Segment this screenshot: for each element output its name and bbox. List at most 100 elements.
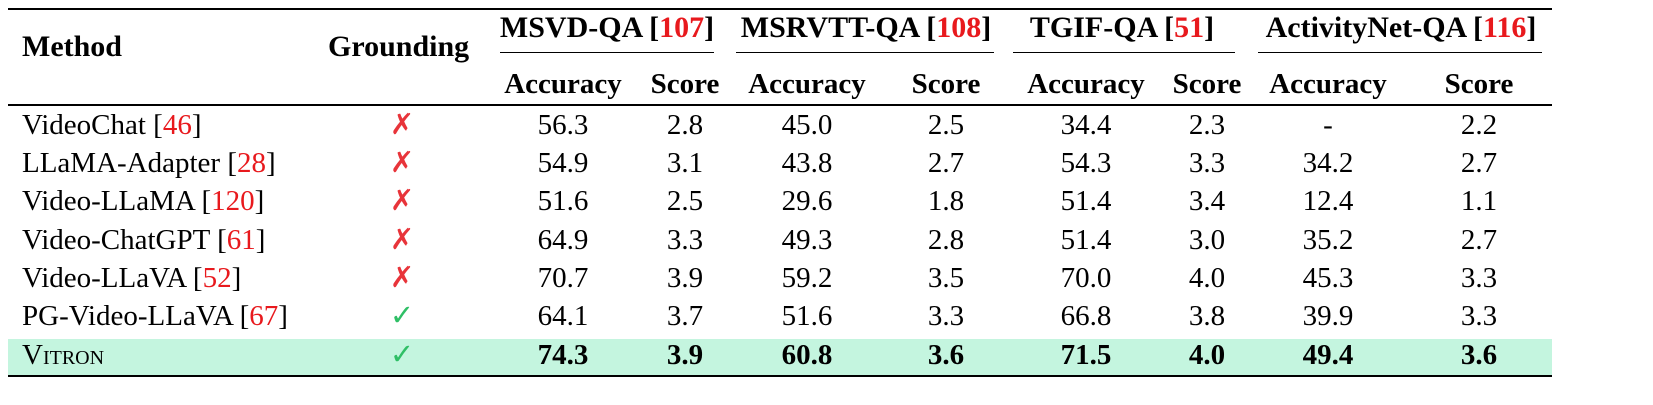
value-cell: 4.0: [1188, 262, 1226, 294]
method-label: Video-ChatGPT: [22, 224, 210, 256]
grounding-check-icon: ✓: [389, 300, 415, 332]
value-cell: 2.2: [1460, 109, 1498, 141]
value-cell: 70.7: [537, 262, 589, 294]
group-name: ActivityNet-QA: [1265, 11, 1466, 44]
value-cell: 3.8: [1188, 300, 1226, 332]
group-name: MSVD-QA: [499, 11, 642, 44]
value-cell: 70.0: [1060, 262, 1112, 294]
citation-ref[interactable]: 107: [659, 11, 705, 44]
value-cell-best: 49.4: [1302, 339, 1354, 371]
value-cell-best: 3.6: [927, 339, 965, 371]
bottom-rule: [8, 375, 1552, 377]
subheader-tgif-score: Score: [1172, 68, 1242, 100]
citation-ref[interactable]: 28: [237, 147, 267, 179]
value-cell: 3.4: [1188, 185, 1226, 217]
value-cell: 2.7: [1460, 224, 1498, 256]
method-label: LLaMA-Adapter: [22, 147, 221, 179]
method-label: Video-LLaVA: [22, 262, 186, 294]
value-cell: -: [1323, 109, 1333, 141]
citation-ref[interactable]: 108: [936, 11, 982, 44]
method-name: Video-LLaMA [120]: [22, 185, 265, 217]
value-cell: 39.9: [1302, 300, 1354, 332]
value-cell-best: 71.5: [1060, 339, 1112, 371]
citation-ref[interactable]: 67: [249, 300, 279, 332]
value-cell: 2.7: [1460, 147, 1498, 179]
subheader-msrvtt-score: Score: [911, 68, 981, 100]
citation-ref[interactable]: 46: [162, 109, 192, 141]
value-cell: 51.6: [781, 300, 833, 332]
subheader-msvd-accuracy: Accuracy: [504, 68, 622, 100]
value-cell: 2.8: [927, 224, 965, 256]
value-cell-best: 60.8: [781, 339, 833, 371]
grounding-cross-icon: ✗: [389, 109, 415, 141]
value-cell: 64.9: [537, 224, 589, 256]
value-cell: 45.3: [1302, 262, 1354, 294]
value-cell: 3.7: [666, 300, 704, 332]
value-cell: 3.9: [666, 262, 704, 294]
method-name: Video-ChatGPT [61]: [22, 224, 266, 256]
value-cell: 34.4: [1060, 109, 1112, 141]
value-cell-best: 3.6: [1460, 339, 1498, 371]
value-cell: 49.3: [781, 224, 833, 256]
value-cell: 64.1: [537, 300, 589, 332]
value-cell: 66.8: [1060, 300, 1112, 332]
method-label: PG-Video-LLaVA: [22, 300, 233, 332]
value-cell: 3.3: [1188, 147, 1226, 179]
value-cell: 56.3: [537, 109, 589, 141]
group-rule-tgif: [1013, 52, 1235, 53]
method-name: PG-Video-LLaVA [67]: [22, 300, 288, 332]
value-cell: 59.2: [781, 262, 833, 294]
value-cell: 34.2: [1302, 147, 1354, 179]
group-header-activitynet: ActivityNet-QA [116]: [1265, 11, 1537, 44]
grounding-cross-icon: ✗: [389, 262, 415, 294]
citation-ref[interactable]: 116: [1483, 11, 1527, 44]
method-label: VideoChat: [22, 109, 146, 141]
method-header: Method: [22, 30, 122, 63]
grounding-header: Grounding: [328, 30, 470, 63]
method-label: Video-LLaMA: [22, 185, 195, 217]
citation-ref[interactable]: 51: [1174, 11, 1205, 44]
grounding-cross-icon: ✗: [389, 147, 415, 179]
citation-ref[interactable]: 61: [226, 224, 256, 256]
subheader-msrvtt-accuracy: Accuracy: [748, 68, 866, 100]
top-rule: [8, 8, 1552, 10]
subheader-activitynet-score: Score: [1444, 68, 1514, 100]
group-header-tgif: TGIF-QA [51]: [1029, 11, 1215, 44]
group-header-msrvtt: MSRVTT-QA [108]: [740, 11, 992, 44]
value-cell-best: 74.3: [537, 339, 589, 371]
subheader-tgif-accuracy: Accuracy: [1027, 68, 1145, 100]
value-cell: 3.1: [666, 147, 704, 179]
subheader-msvd-score: Score: [650, 68, 720, 100]
method-name: LLaMA-Adapter [28]: [22, 147, 276, 179]
grounding-cross-icon: ✗: [389, 224, 415, 256]
citation-ref[interactable]: 52: [202, 262, 232, 294]
value-cell: 3.3: [666, 224, 704, 256]
value-cell-best: 3.9: [666, 339, 704, 371]
value-cell: 1.1: [1460, 185, 1498, 217]
value-cell: 2.3: [1188, 109, 1226, 141]
value-cell: 35.2: [1302, 224, 1354, 256]
value-cell-best: 4.0: [1188, 339, 1226, 371]
value-cell: 51.4: [1060, 185, 1112, 217]
value-cell: 54.9: [537, 147, 589, 179]
grounding-cross-icon: ✗: [389, 185, 415, 217]
group-name: MSRVTT-QA: [740, 11, 919, 44]
group-rule-msvd: [500, 52, 714, 53]
value-cell: 43.8: [781, 147, 833, 179]
method-name: VideoChat [46]: [22, 109, 202, 141]
group-rule-msrvtt: [736, 52, 994, 53]
grounding-check-icon: ✓: [389, 339, 415, 371]
value-cell: 3.5: [927, 262, 965, 294]
value-cell: 51.6: [537, 185, 589, 217]
value-cell: 3.0: [1188, 224, 1226, 256]
value-cell: 3.3: [1460, 300, 1498, 332]
group-rule-activitynet: [1258, 52, 1542, 53]
citation-ref[interactable]: 120: [211, 185, 255, 217]
value-cell: 51.4: [1060, 224, 1112, 256]
value-cell: 3.3: [1460, 262, 1498, 294]
value-cell: 45.0: [781, 109, 833, 141]
method-name-vitron: Vitron: [22, 339, 105, 371]
value-cell: 3.3: [927, 300, 965, 332]
value-cell: 54.3: [1060, 147, 1112, 179]
